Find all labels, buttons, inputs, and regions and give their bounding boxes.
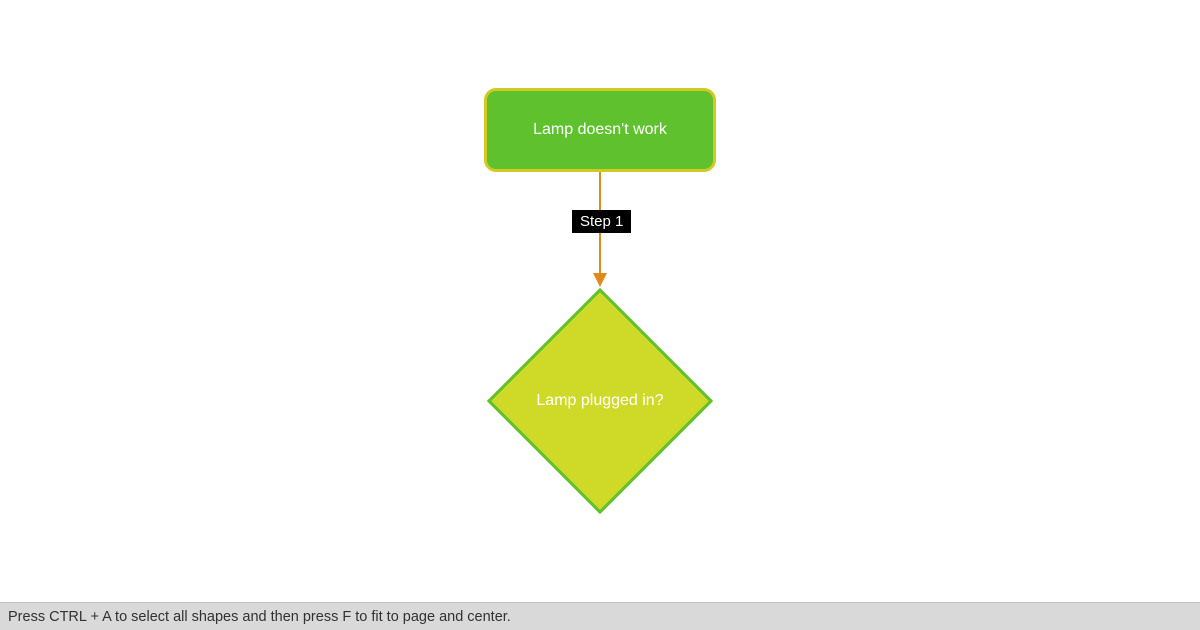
node-start-label: Lamp doesn't work bbox=[533, 121, 667, 139]
node-decision-shape bbox=[487, 288, 713, 514]
node-decision-diamond[interactable]: Lamp plugged in? bbox=[487, 288, 713, 514]
status-bar-text: Press CTRL + A to select all shapes and … bbox=[8, 609, 511, 625]
edge-step1-label-text: Step 1 bbox=[580, 213, 623, 230]
status-bar: Press CTRL + A to select all shapes and … bbox=[0, 602, 1200, 630]
edge-step1-label: Step 1 bbox=[572, 210, 631, 233]
node-start-terminator[interactable]: Lamp doesn't work bbox=[484, 88, 716, 172]
diagram-canvas[interactable]: Lamp doesn't work Step 1 Lamp plugged in… bbox=[0, 0, 1200, 630]
edge-step1-connector bbox=[590, 172, 610, 297]
